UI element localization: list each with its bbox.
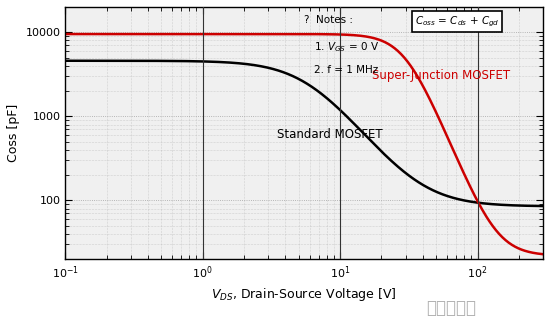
Text: 1. $V_{GS}$ = 0 V: 1. $V_{GS}$ = 0 V bbox=[314, 40, 379, 53]
Text: Super-Junction MOSFET: Super-Junction MOSFET bbox=[372, 69, 510, 82]
Text: $C_{oss}$ = $C_{ds}$ + $C_{gd}$: $C_{oss}$ = $C_{ds}$ + $C_{gd}$ bbox=[415, 15, 499, 29]
Y-axis label: Coss [pF]: Coss [pF] bbox=[7, 104, 20, 162]
Text: Standard MOSFET: Standard MOSFET bbox=[278, 128, 383, 141]
Text: ?  Notes :: ? Notes : bbox=[304, 15, 353, 24]
Text: 深圳宏力捷: 深圳宏力捷 bbox=[426, 299, 476, 317]
X-axis label: $V_{DS}$, Drain-Source Voltage [V]: $V_{DS}$, Drain-Source Voltage [V] bbox=[211, 286, 397, 303]
Text: 2. f = 1 MHz: 2. f = 1 MHz bbox=[314, 65, 378, 75]
